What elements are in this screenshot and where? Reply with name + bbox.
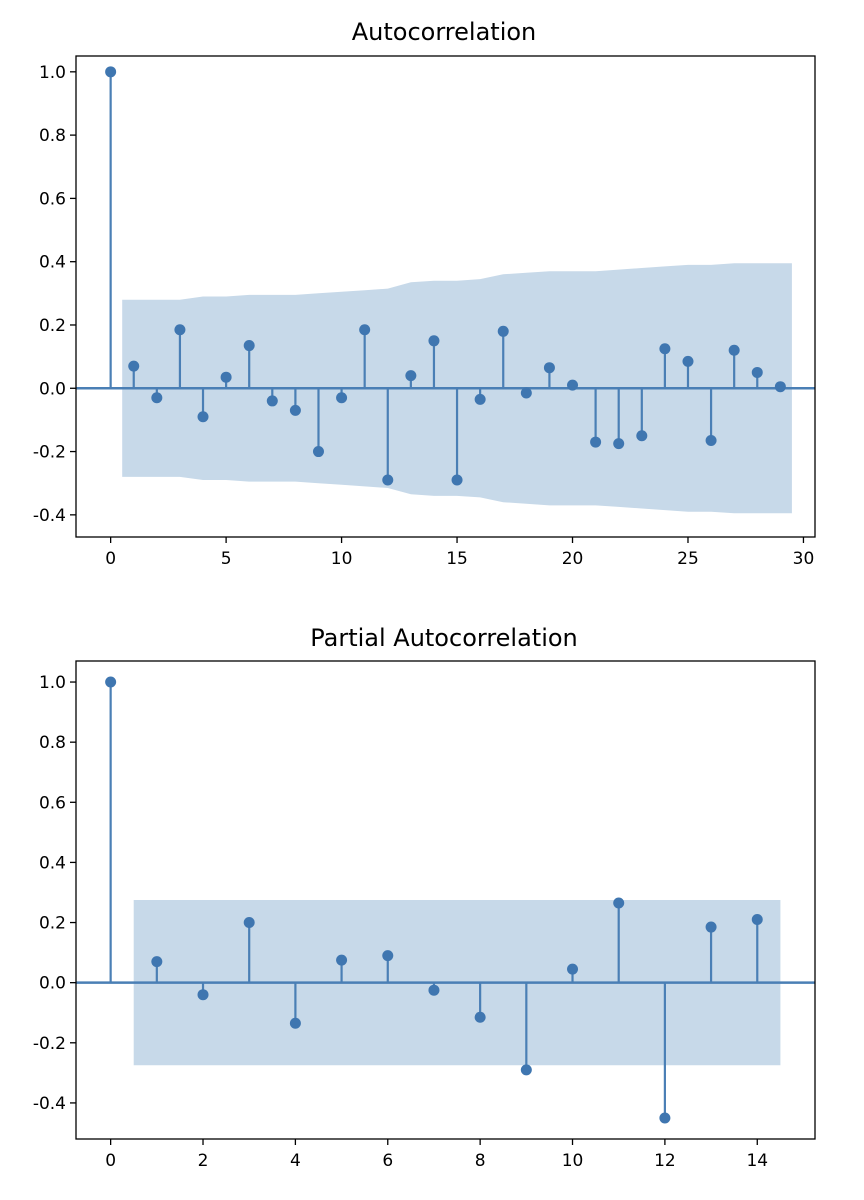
acf-marker-lag-14 [428,335,440,347]
acf-marker-lag-11 [359,324,371,336]
pacf-xtick-label: 8 [475,1151,486,1171]
acf-marker-lag-2 [151,392,163,404]
acf-xtick-label: 15 [446,549,468,569]
acf-marker-lag-13 [405,370,417,382]
pacf-ytick-label: 0.2 [39,914,66,934]
pacf-marker-lag-8 [474,1011,486,1023]
pacf-marker-lag-4 [289,1017,301,1029]
acf-marker-lag-17 [497,325,509,337]
pacf-marker-lag-5 [336,954,348,966]
pacf-ytick-label: 0.4 [39,853,66,873]
acf-xtick-label: 20 [562,549,584,569]
acf-xtick-label: 0 [105,549,116,569]
acf-marker-lag-27 [728,344,740,356]
acf-marker-lag-8 [289,404,301,416]
pacf-marker-lag-12 [659,1112,671,1124]
acf-ytick-label: 0.8 [39,126,66,146]
pacf-marker-lag-0 [105,676,117,688]
pacf-xtick-label: 0 [105,1151,116,1171]
pacf-xtick-label: 12 [654,1151,676,1171]
pacf-ytick-label: 0.6 [39,793,66,813]
acf-ytick-label: -0.2 [33,443,66,463]
acf-marker-lag-1 [128,360,140,372]
pacf-ytick-label: -0.4 [33,1094,66,1114]
acf-ytick-label: 0.0 [39,379,66,399]
acf-xtick-label: 5 [221,549,232,569]
acf-chart: Autocorrelation 0 5 10 15 20 25 30 1.0 0.8 0.6 0.4… [33,18,816,569]
acf-marker-lag-21 [590,436,602,448]
acf-ytick-label: 0.6 [39,189,66,209]
pacf-marker-lag-3 [243,917,255,929]
pacf-marker-lag-14 [751,914,763,926]
acf-ytick-label: 0.4 [39,253,66,273]
pacf-ytick-label: -0.2 [33,1034,66,1054]
acf-marker-lag-25 [682,355,694,367]
pacf-xtick-label: 6 [382,1151,393,1171]
acf-ytick-label: 1.0 [39,63,66,83]
pacf-ytick-label: 0.8 [39,733,66,753]
pacf-marker-lag-2 [197,989,209,1001]
pacf-title: Partial Autocorrelation [310,624,578,652]
acf-marker-lag-16 [474,393,486,405]
acf-marker-lag-7 [266,395,278,407]
pacf-marker-lag-11 [613,897,625,909]
acf-marker-lag-29 [774,381,786,393]
pacf-xtick-label: 10 [562,1151,584,1171]
pacf-ytick-label: 0.0 [39,974,66,994]
acf-marker-lag-23 [636,430,648,442]
acf-xtick-label: 25 [677,549,699,569]
pacf-marker-lag-6 [382,950,394,962]
acf-marker-lag-18 [520,387,532,399]
pacf-marker-lag-9 [520,1064,532,1076]
pacf-ytick-label: 1.0 [39,673,66,693]
acf-marker-lag-15 [451,474,463,486]
acf-marker-lag-22 [613,438,625,450]
pacf-xtick-label: 4 [290,1151,301,1171]
pacf-axes-frame [75,660,816,1140]
acf-marker-lag-9 [312,446,324,458]
acf-marker-lag-0 [105,66,117,78]
pacf-marker-lag-7 [428,984,440,996]
acf-marker-lag-5 [220,371,232,383]
pacf-marker-lag-13 [705,921,717,933]
acf-marker-lag-26 [705,434,717,446]
acf-marker-lag-3 [174,324,186,336]
acf-title: Autocorrelation [352,18,537,46]
acf-ytick-label: -0.4 [33,506,66,526]
pacf-chart: Partial Autocorrelation 0 2 4 6 8 10 12 14 1.0 0.… [33,624,816,1171]
acf-marker-lag-20 [567,379,579,391]
pacf-marker-lag-1 [151,956,163,968]
acf-marker-lag-10 [336,392,348,404]
acf-marker-lag-4 [197,411,209,423]
pacf-xtick-label: 2 [198,1151,209,1171]
acf-marker-lag-24 [659,343,671,355]
acf-marker-lag-28 [751,366,763,378]
pacf-marker-lag-10 [567,963,579,975]
acf-marker-lag-12 [382,474,394,486]
acf-ytick-label: 0.2 [39,316,66,336]
pacf-xtick-label: 14 [746,1151,768,1171]
acf-marker-lag-6 [243,340,255,352]
acf-xtick-label: 30 [793,549,815,569]
acf-xtick-label: 10 [331,549,353,569]
acf-marker-lag-19 [543,362,555,374]
acf-axes-frame [75,55,816,538]
